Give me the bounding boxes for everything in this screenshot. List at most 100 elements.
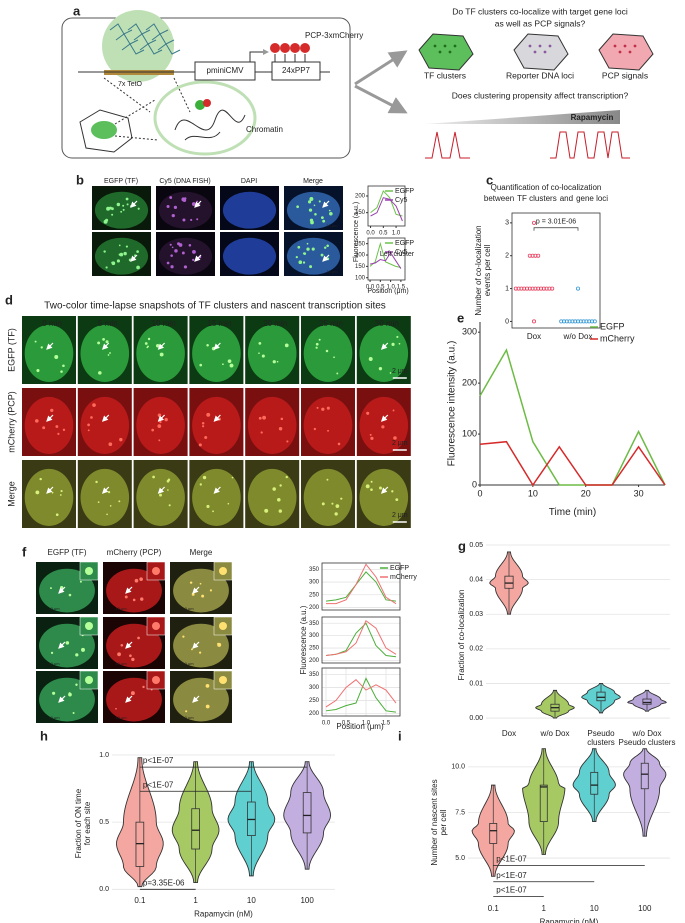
cell-dot: [629, 51, 632, 54]
b-image-spot: [111, 214, 113, 216]
f-image-spot: [115, 708, 117, 710]
d-image-spot: [110, 505, 112, 507]
flow-arrow: [355, 52, 405, 84]
cell-dot: [544, 51, 547, 54]
b-image-spot: [127, 203, 129, 205]
d-image-spot: [97, 341, 100, 344]
y-tick-label: 200: [355, 253, 366, 259]
x-tick-label: 10: [590, 904, 599, 913]
b-image-spot: [314, 213, 317, 216]
cell-dot: [454, 45, 457, 48]
d-image-spot: [277, 498, 281, 502]
b-image-spot: [177, 242, 180, 245]
f-image-spot: [142, 686, 144, 688]
d-image-spot: [371, 481, 373, 483]
legend-label: Cy5: [395, 197, 408, 204]
series-line: [326, 623, 396, 657]
d-image-cell: [81, 325, 130, 382]
y-tick-label: 300: [309, 685, 320, 691]
y-tick-label: 250: [309, 592, 320, 598]
d-image-spot: [98, 501, 100, 503]
y-tick-label: 200: [309, 711, 320, 717]
f-image-spot: [73, 712, 75, 714]
x-tick-label: 10: [247, 896, 256, 905]
b-image-spot: [126, 198, 129, 201]
plot-frame: [322, 563, 400, 610]
y-tick-label: 100: [355, 275, 366, 281]
d-image-cell: [25, 469, 74, 526]
x-tick-label: Dox: [527, 332, 541, 341]
d-image-spot: [279, 484, 281, 486]
p-value: p<1E-07: [143, 756, 174, 765]
f-image-spot: [129, 654, 132, 657]
y-tick-label: 0.03: [469, 611, 483, 618]
f-inset-spot: [152, 622, 160, 630]
d-image-spot: [90, 416, 93, 419]
d-image-spot: [168, 478, 171, 481]
d-image-spot: [281, 418, 284, 421]
box: [247, 802, 255, 836]
x-tick-label: 1.0: [392, 230, 401, 236]
x-tick-label: 1: [542, 904, 547, 913]
d-image-spot: [222, 363, 224, 365]
y-tick-label: 300: [309, 633, 320, 639]
label: PCP-3xmCherry: [305, 31, 363, 40]
d-image-spot: [316, 347, 318, 349]
x-tick-label: 10: [528, 489, 538, 499]
d-image-spot: [158, 439, 160, 441]
y-tick-label: 5.0: [455, 855, 465, 862]
d-image-cell: [81, 469, 130, 526]
b-image-spot: [296, 205, 299, 208]
d-image-spot: [338, 443, 341, 446]
label: mCherry (PCP): [107, 548, 162, 557]
d-image-spot: [108, 354, 110, 356]
box: [597, 692, 605, 701]
y-axis-label: Fluorescence intensity (a.u.): [447, 341, 458, 467]
b-image-spot: [192, 250, 196, 254]
b-image-spot: [190, 219, 192, 221]
f-image-spot: [52, 692, 55, 695]
label: PCP signals: [602, 70, 648, 80]
label: as well as PCP signals?: [495, 18, 586, 28]
d-image-spot: [369, 357, 373, 361]
d-image-spot: [88, 429, 90, 431]
y-axis-label: Number of co-localization: [474, 225, 483, 315]
chart-title: Quantification of co-localization: [491, 183, 602, 192]
d-image-cell: [192, 469, 241, 526]
pcp: [300, 43, 310, 53]
label: 2 μm: [392, 368, 408, 375]
f-image-spot: [80, 581, 82, 583]
d-image-spot: [108, 491, 110, 493]
d-image-spot: [262, 416, 266, 420]
p-value: p=3.35E-06: [143, 878, 185, 887]
b-image-spot: [303, 261, 305, 263]
label: 15 min: [207, 319, 231, 328]
f-inset-spot: [152, 676, 160, 684]
b-image-spot: [123, 252, 126, 255]
b-image-spot: [136, 250, 139, 253]
d-image-spot: [262, 355, 265, 358]
d-image-cell: [248, 397, 297, 454]
f-image-spot: [206, 705, 210, 709]
y-tick-label: 2: [505, 253, 509, 260]
cell-dot: [619, 51, 622, 54]
label: Merge: [303, 178, 323, 185]
d-image-spot: [157, 424, 161, 428]
d-image-cell: [25, 325, 74, 382]
panel-label: f: [22, 544, 27, 559]
cell-dot: [634, 45, 637, 48]
legend-label: EGFP: [395, 188, 414, 195]
b-image-spot: [298, 260, 302, 264]
cell-icon: [599, 34, 653, 70]
box: [540, 785, 547, 821]
d-image-spot: [391, 343, 394, 346]
x-tick-label: 0.5: [379, 230, 388, 236]
b-image-spot: [330, 213, 332, 215]
y-axis-label: Fraction of co-localization: [457, 590, 466, 681]
d-image-spot: [55, 425, 58, 428]
point: [576, 287, 579, 290]
d-image-spot: [258, 342, 261, 345]
d-image-spot: [158, 414, 161, 417]
d-image-spot: [109, 352, 111, 354]
d-image-spot: [340, 498, 342, 500]
